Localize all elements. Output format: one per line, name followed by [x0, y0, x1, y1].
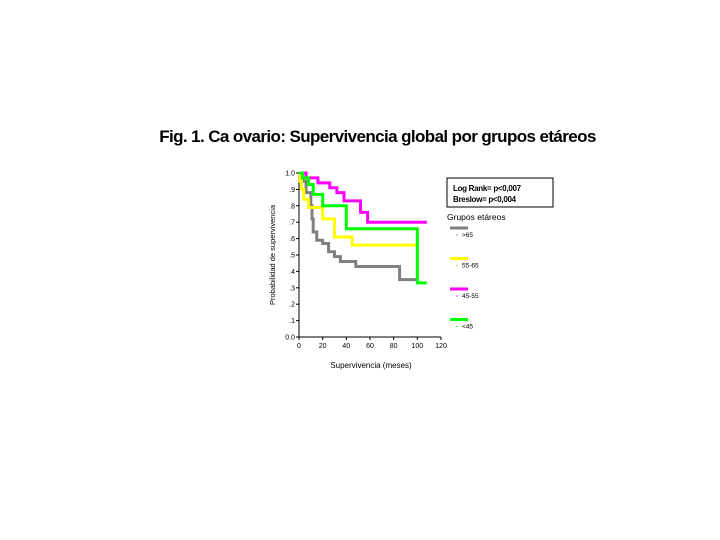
survival-curve-series-0: [299, 171, 419, 282]
x-tick-label: 40: [342, 343, 350, 350]
x-tick-label: 20: [319, 343, 327, 350]
x-tick-label: 120: [435, 343, 447, 350]
y-tick-label: .1: [289, 318, 295, 325]
survival-curve-series-1: [298, 171, 418, 247]
legend-marker: [456, 295, 458, 297]
legend-marker: [456, 234, 458, 236]
legend-marker: [456, 264, 458, 267]
legend-marker: [456, 325, 458, 328]
legend: >65 55-65 45-55 <45: [450, 226, 479, 331]
x-axis-label: Supervivencia (meses): [330, 361, 412, 370]
survival-curve-series-2: [299, 171, 427, 224]
breslow-text: Breslow= p<0,004: [453, 195, 517, 204]
y-axis-label: Probabilidad de supervivencia: [268, 204, 277, 305]
y-tick-label: .5: [289, 253, 295, 260]
y-tick-label: 0.0: [285, 335, 295, 342]
stats-box-border: [446, 177, 554, 208]
survival-curve-series-3: [299, 171, 427, 285]
y-tick-label: .9: [289, 187, 295, 194]
y-tick-label: .2: [289, 302, 295, 309]
legend-label: >65: [462, 232, 473, 239]
y-tick-label: .6: [289, 236, 295, 243]
x-tick-label: 0: [297, 343, 301, 350]
x-tick-label: 60: [366, 343, 374, 350]
axis-ticks: 0.0 .1 .2 .3 .4 .5 .6 .7 .8 .9 1.0 0 20 40 60 80 100 120: [285, 171, 447, 351]
plot-frame: [298, 173, 441, 338]
y-tick-label: .4: [289, 269, 295, 276]
figure-title: Fig. 1. Ca ovario: Supervivencia global …: [159, 127, 596, 146]
legend-label: 45-55: [462, 293, 479, 300]
y-tick-label: 1.0: [285, 171, 295, 178]
survival-curves: [298, 171, 427, 285]
x-tick-label: 100: [411, 343, 423, 350]
stats-box: Log Rank= p<0,007 Breslow= p<0,004: [446, 177, 554, 208]
y-tick-label: .3: [289, 285, 295, 292]
legend-label: <45: [462, 324, 473, 331]
x-tick-label: 80: [390, 343, 398, 350]
log-rank-text: Log Rank= p<0,007: [453, 184, 522, 193]
legend-title: Grupos etáreos: [447, 212, 506, 222]
y-tick-label: .8: [289, 203, 295, 210]
y-tick-label: .7: [289, 220, 295, 227]
legend-label: 55-65: [462, 263, 479, 270]
